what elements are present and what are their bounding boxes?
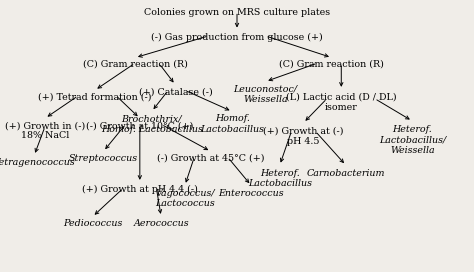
Text: (+) Tetrad formation (-): (+) Tetrad formation (-) xyxy=(38,92,152,101)
Text: (-) Growth at 10°C (+): (-) Growth at 10°C (+) xyxy=(86,121,193,130)
Text: (+) Growth at (-)
pH 4.5: (+) Growth at (-) pH 4.5 xyxy=(263,126,344,146)
Text: Brochothrix/
Homof. Lactobacillus: Brochothrix/ Homof. Lactobacillus xyxy=(101,114,202,134)
Text: (+) Growth at pH 4.4 (-): (+) Growth at pH 4.4 (-) xyxy=(82,185,198,194)
Text: Streptococcus: Streptococcus xyxy=(69,154,138,163)
Text: (+) Catalase (-): (+) Catalase (-) xyxy=(138,87,212,96)
Text: (C) Gram reaction (R): (C) Gram reaction (R) xyxy=(279,60,384,69)
Text: Aerococcus: Aerococcus xyxy=(133,219,189,228)
Text: (+) Growth in (-)
18% NaCl: (+) Growth in (-) 18% NaCl xyxy=(5,121,85,140)
Text: Carnobacterium: Carnobacterium xyxy=(307,169,385,178)
Text: Colonies grown on MRS culture plates: Colonies grown on MRS culture plates xyxy=(144,8,330,17)
Text: (L) Lactic acid (D / DL)
isomer: (L) Lactic acid (D / DL) isomer xyxy=(286,92,397,112)
Text: Enterococcus: Enterococcus xyxy=(219,189,284,198)
Text: Pediococcus: Pediococcus xyxy=(63,219,122,228)
Text: Vagococcus/
Lactococcus: Vagococcus/ Lactococcus xyxy=(155,189,215,208)
Text: Heterof.
Lactobacillus: Heterof. Lactobacillus xyxy=(247,169,312,188)
Text: Homof.
Lactobacillus: Homof. Lactobacillus xyxy=(200,114,264,134)
Text: Tetragenococcus: Tetragenococcus xyxy=(0,158,75,167)
Text: (-) Growth at 45°C (+): (-) Growth at 45°C (+) xyxy=(157,154,264,163)
Text: Heterof.
Lactobacillus/
Weissella: Heterof. Lactobacillus/ Weissella xyxy=(379,125,446,155)
Text: (-) Gas production from glucose (+): (-) Gas production from glucose (+) xyxy=(151,33,323,42)
Text: Leuconostoc/
Weissella: Leuconostoc/ Weissella xyxy=(233,84,298,104)
Text: (C) Gram reaction (R): (C) Gram reaction (R) xyxy=(82,60,188,69)
